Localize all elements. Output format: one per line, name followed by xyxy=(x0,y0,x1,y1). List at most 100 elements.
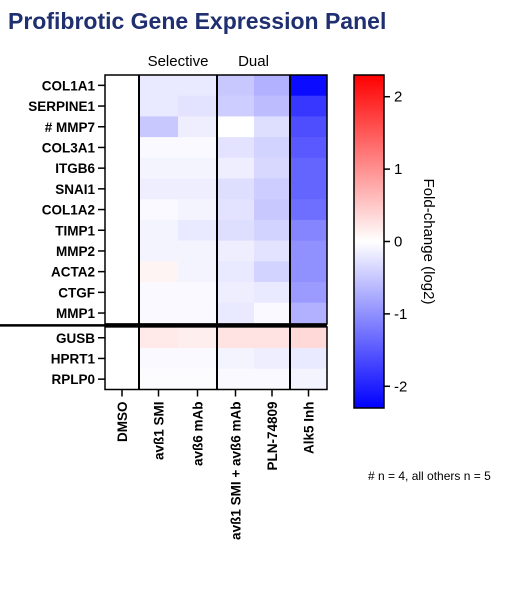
heatmap-cell-rplp0-av-6-mab xyxy=(178,368,218,390)
heatmap-cell-gusb-alk5-inh xyxy=(290,327,328,349)
heatmap-cell-acta2-av-1-smi xyxy=(139,261,179,283)
heatmap-cell-ctgf-pln-74809 xyxy=(254,282,291,304)
heatmap-cell-snai1-dmso xyxy=(105,178,140,200)
heatmap-cell-mmp1-av-1-smi xyxy=(139,302,179,324)
row-labels: COL1A1 SERPINE1 # MMP7 COL3A1 ITGB6 SNAI1 COL1… xyxy=(28,78,105,387)
group-labels: Selective Dual xyxy=(148,53,269,70)
heatmap-cell-col1a1-av-6-mab xyxy=(178,75,218,97)
group-label-selective: Selective xyxy=(148,53,209,70)
row-label-hprt1: HPRT1 xyxy=(51,351,96,366)
heatmap-cell-mmp1-dmso xyxy=(105,302,140,324)
heatmap-cell-mmp7-av-6-mab xyxy=(178,116,218,138)
heatmap-cell-timp1-av-1-smi xyxy=(139,219,179,242)
heatmap-cell-itgb6-pln-74809 xyxy=(254,157,291,179)
heatmap-cell-hprt1-alk5-inh xyxy=(290,348,328,370)
heatmap-cell-hprt1-pln-74809 xyxy=(254,348,291,370)
row-label-timp1: TIMP1 xyxy=(55,223,95,238)
row-label-mmp2: MMP2 xyxy=(56,244,95,259)
heatmap-cell-mmp2-pln-74809 xyxy=(254,240,291,262)
heatmap-cell-gusb-av-6-mab xyxy=(178,327,218,349)
heatmap-cell-col1a1-dmso xyxy=(105,75,140,97)
heatmap-cell-serpine1-av-1-smi-av-6-mab xyxy=(217,95,255,117)
heatmap-cell-mmp7-av-1-smi xyxy=(139,116,179,138)
heatmap-cell-acta2-av-6-mab xyxy=(178,261,218,283)
heatmap-cell-serpine1-dmso xyxy=(105,95,140,117)
heatmap-cell-rplp0-dmso xyxy=(105,368,140,390)
row-label-serpine1: SERPINE1 xyxy=(28,99,95,114)
colorbar-tick-label: -2 xyxy=(394,378,407,395)
row-label-gusb: GUSB xyxy=(56,331,95,346)
row-label-snai1: SNAI1 xyxy=(55,182,95,197)
colorbar: 2 1 0 -1 -2 Fold-change (log2) xyxy=(353,74,437,409)
heatmap-cell-mmp7-dmso xyxy=(105,116,140,138)
column-labels: DMSO avß1 SMI avß6 mAb avß1 SMI + avß6 mAb P… xyxy=(115,389,317,540)
row-label-itgb6: ITGB6 xyxy=(55,161,95,176)
heatmap-cell-hprt1-av-1-smi-av-6-mab xyxy=(217,348,255,370)
heatmap-cell-timp1-av-1-smi-av-6-mab xyxy=(217,219,255,242)
row-label-mmp7: # MMP7 xyxy=(45,120,95,135)
colorbar-tick-label: -1 xyxy=(394,306,407,323)
heatmap-cell-col3a1-av-1-smi xyxy=(139,137,179,159)
heatmap-cell-acta2-alk5-inh xyxy=(290,261,328,283)
heatmap-cell-itgb6-av-6-mab xyxy=(178,157,218,179)
heatmap-cell-gusb-pln-74809 xyxy=(254,327,291,349)
heatmap-cell-col1a2-pln-74809 xyxy=(254,199,291,221)
heatmap-cell-ctgf-av-1-smi-av-6-mab xyxy=(217,282,255,304)
heatmap-cell-ctgf-av-6-mab xyxy=(178,282,218,304)
heatmap-cell-itgb6-dmso xyxy=(105,157,140,179)
heatmap-cell-col3a1-dmso xyxy=(105,137,140,159)
heatmap-cell-col1a2-alk5-inh xyxy=(290,199,328,221)
heatmap-cell-ctgf-av-1-smi xyxy=(139,282,179,304)
heatmap-cell-timp1-pln-74809 xyxy=(254,219,291,242)
heatmap-cell-snai1-alk5-inh xyxy=(290,178,328,200)
group-label-dual: Dual xyxy=(238,53,269,70)
heatmap-cell-col3a1-av-6-mab xyxy=(178,137,218,159)
heatmap-cell-rplp0-alk5-inh xyxy=(290,368,328,390)
colorbar-gradient xyxy=(353,74,385,409)
heatmap-cell-ctgf-alk5-inh xyxy=(290,282,328,304)
heatmap-cell-mmp1-av-6-mab xyxy=(178,302,218,324)
heatmap-cell-serpine1-av-6-mab xyxy=(178,95,218,117)
heatmap-cell-col3a1-pln-74809 xyxy=(254,137,291,159)
heatmap-cell-mmp2-av-1-smi xyxy=(139,240,179,262)
column-label-av-1-smi-av-6-mab: avß1 SMI + avß6 mAb xyxy=(229,402,244,540)
heatmap-cell-snai1-pln-74809 xyxy=(254,178,291,200)
heatmap-cell-gusb-av-1-smi xyxy=(139,327,179,349)
heatmap-cell-mmp1-av-1-smi-av-6-mab xyxy=(217,302,255,324)
heatmap-cell-mmp7-pln-74809 xyxy=(254,116,291,138)
heatmap-cell-itgb6-av-1-smi-av-6-mab xyxy=(217,157,255,179)
heatmap-cell-mmp2-av-6-mab xyxy=(178,240,218,262)
heatmap-cell-acta2-dmso xyxy=(105,261,140,283)
heatmap-cell-rplp0-av-1-smi-av-6-mab xyxy=(217,368,255,390)
heatmap-cell-mmp1-pln-74809 xyxy=(254,302,291,324)
heatmap-cell-col3a1-av-1-smi-av-6-mab xyxy=(217,137,255,159)
row-label-col3a1: COL3A1 xyxy=(42,140,96,155)
heatmap-cell-timp1-alk5-inh xyxy=(290,219,328,242)
heatmap-cell-col1a1-av-1-smi xyxy=(139,75,179,97)
heatmap-cell-col1a1-pln-74809 xyxy=(254,75,291,97)
heatmap-cell-col1a2-dmso xyxy=(105,199,140,221)
heatmap-cell-col1a2-av-6-mab xyxy=(178,199,218,221)
heatmap-cell-snai1-av-6-mab xyxy=(178,178,218,200)
column-label-av-1-smi: avß1 SMI xyxy=(152,402,167,461)
heatmap-cell-col1a2-av-1-smi xyxy=(139,199,179,221)
page-title: Profibrotic Gene Expression Panel xyxy=(8,8,387,34)
heatmap-cell-hprt1-av-1-smi xyxy=(139,348,179,370)
heatmap-cell-gusb-av-1-smi-av-6-mab xyxy=(217,327,255,349)
heatmap-cell-timp1-dmso xyxy=(105,219,140,242)
column-label-av-6-mab: avß6 mAb xyxy=(191,402,206,467)
heatmap-cell-serpine1-av-1-smi xyxy=(139,95,179,117)
heatmap-cell-itgb6-alk5-inh xyxy=(290,157,328,179)
heatmap-cell-mmp2-alk5-inh xyxy=(290,240,328,262)
column-label-alk5-inh: Alk5 Inh xyxy=(302,402,317,455)
footnote: # n = 4, all others n = 5 xyxy=(368,469,491,483)
heatmap-cell-mmp1-alk5-inh xyxy=(290,302,328,324)
colorbar-tick-label: 0 xyxy=(394,234,402,251)
heatmap-cells xyxy=(105,75,328,390)
column-label-pln-74809: PLN-74809 xyxy=(265,402,280,471)
column-label-dmso: DMSO xyxy=(115,402,130,443)
colorbar-tick-label: 2 xyxy=(394,89,402,106)
row-label-acta2: ACTA2 xyxy=(51,265,95,280)
heatmap-cell-hprt1-dmso xyxy=(105,348,140,370)
